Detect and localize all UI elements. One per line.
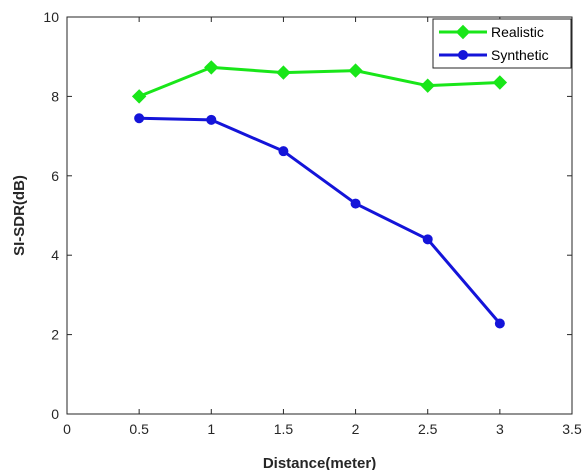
- x-tick-label: 2.5: [418, 421, 438, 437]
- x-tick-label: 1.5: [274, 421, 294, 437]
- legend-marker-realistic: [455, 24, 471, 40]
- synthetic-line: [139, 116, 501, 325]
- synthetic-point: [206, 114, 217, 125]
- realistic-point: [276, 65, 291, 80]
- legend: Realistic Synthetic: [432, 18, 572, 69]
- realistic-point: [492, 75, 508, 90]
- legend-box: [432, 18, 572, 69]
- realistic-point: [131, 89, 147, 104]
- x-tick-label: 2: [352, 421, 360, 437]
- legend-label-realistic: Realistic: [491, 24, 544, 40]
- y-tick-label: 10: [43, 9, 59, 25]
- y-tick-label: 4: [51, 247, 59, 263]
- y-axis-title: SI-SDR(dB): [11, 175, 28, 256]
- legend-marker-synthetic: [458, 50, 468, 60]
- synthetic-point: [278, 146, 289, 157]
- legend-label-synthetic: Synthetic: [491, 47, 549, 63]
- x-tick-label: 3: [496, 421, 504, 437]
- series-synthetic: [134, 113, 505, 329]
- series-layer: [131, 60, 508, 329]
- x-tick-label: 1: [207, 421, 215, 437]
- x-tick-label: 0.5: [129, 421, 149, 437]
- y-tick-label: 0: [51, 406, 59, 422]
- plot-frame: [66, 16, 573, 415]
- realistic-point: [204, 60, 219, 75]
- x-axis-title: Distance(meter): [263, 455, 376, 470]
- x-tick-label: 3.5: [562, 421, 582, 437]
- x-tick-label: 0: [63, 421, 71, 437]
- axes-layer: 0 0.5 1 1.5 2 2.5 3 3.5 0 2 4 6 8 10: [43, 9, 582, 437]
- synthetic-point: [422, 234, 433, 245]
- realistic-line: [138, 65, 500, 98]
- synthetic-point: [350, 198, 361, 209]
- series-realistic: [131, 60, 508, 104]
- synthetic-point: [134, 113, 145, 124]
- y-tick-label: 8: [51, 88, 59, 104]
- y-tick-label: 2: [51, 327, 59, 343]
- y-tick-label: 6: [51, 168, 59, 184]
- realistic-point: [420, 78, 435, 93]
- plot-area: [67, 17, 572, 414]
- synthetic-point: [494, 318, 505, 329]
- realistic-point: [348, 63, 363, 78]
